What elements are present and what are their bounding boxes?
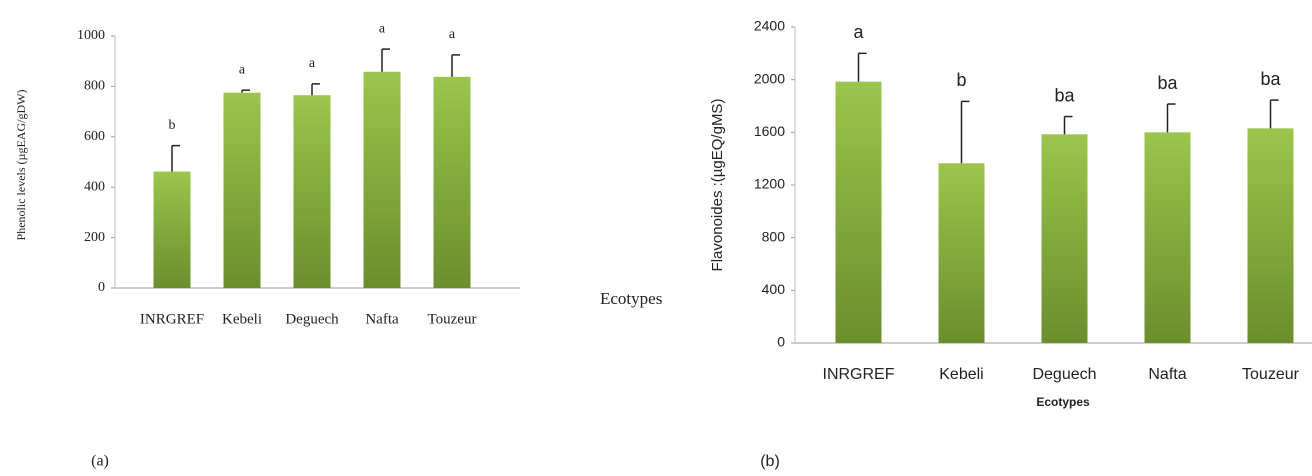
bar bbox=[293, 95, 331, 288]
x-axis-title: Ecotypes bbox=[1036, 395, 1090, 409]
y-tick-label: 2000 bbox=[754, 70, 785, 86]
x-tick-label: Kebeli bbox=[939, 366, 983, 383]
x-tick-label: Touzeur bbox=[428, 311, 477, 327]
significance-letter: b bbox=[169, 118, 176, 133]
significance-letter: ba bbox=[1054, 85, 1075, 105]
chart-a: 0 200 400 600 800 1000 INRGREF b Kebeli a Deguech a… bbox=[14, 21, 663, 469]
x-tick-label: Touzeur bbox=[1242, 366, 1300, 383]
bar bbox=[835, 81, 882, 344]
chart-b: 0 400 800 1200 1600 2000 2400 INRGREF a Kebeli b De… bbox=[709, 18, 1312, 470]
significance-letter: a bbox=[853, 22, 864, 42]
y-tick-label: 800 bbox=[762, 228, 786, 244]
bar bbox=[938, 163, 985, 343]
x-tick-label: INRGREF bbox=[823, 366, 895, 383]
x-tick-label: Nafta bbox=[365, 311, 399, 327]
significance-letter: a bbox=[379, 21, 386, 36]
y-tick-label: 200 bbox=[84, 230, 105, 245]
bar bbox=[363, 71, 401, 288]
x-tick-label: Kebeli bbox=[222, 311, 262, 327]
y-tick-label: 1000 bbox=[77, 28, 105, 43]
bar bbox=[1041, 134, 1088, 343]
y-tick-label: 0 bbox=[98, 280, 105, 295]
y-tick-label: 1200 bbox=[754, 176, 785, 192]
y-axis-title: Phenolic levels (µgEAG/gDW) bbox=[14, 90, 28, 241]
y-tick-label: 0 bbox=[777, 334, 785, 350]
y-tick-label: 400 bbox=[84, 179, 105, 194]
x-tick-label: Deguech bbox=[1032, 366, 1096, 383]
panel-caption: (a) bbox=[91, 453, 109, 470]
x-tick-label: INRGREF bbox=[140, 311, 204, 327]
x-tick-label: Nafta bbox=[1148, 366, 1186, 383]
significance-letter: ba bbox=[1260, 69, 1281, 89]
bar bbox=[223, 92, 261, 288]
significance-letter: ba bbox=[1157, 73, 1178, 93]
x-tick-label: Deguech bbox=[285, 311, 339, 327]
y-tick-label: 2400 bbox=[754, 18, 785, 34]
bar bbox=[1144, 132, 1191, 343]
panel-caption: (b) bbox=[760, 453, 780, 470]
bar bbox=[1247, 128, 1294, 343]
y-tick-label: 400 bbox=[762, 281, 786, 297]
bar bbox=[153, 171, 191, 288]
significance-letter: a bbox=[239, 62, 246, 77]
bar bbox=[433, 76, 471, 288]
significance-letter: a bbox=[449, 27, 456, 42]
y-tick-label: 1600 bbox=[754, 123, 785, 139]
significance-letter: a bbox=[309, 56, 316, 71]
y-tick-label: 600 bbox=[84, 129, 105, 144]
significance-letter: b bbox=[956, 70, 966, 90]
y-axis-title: Flavonoides :(µgEQ/gMS) bbox=[709, 99, 726, 272]
x-axis-title: Ecotypes bbox=[600, 289, 662, 308]
y-tick-label: 800 bbox=[84, 79, 105, 94]
